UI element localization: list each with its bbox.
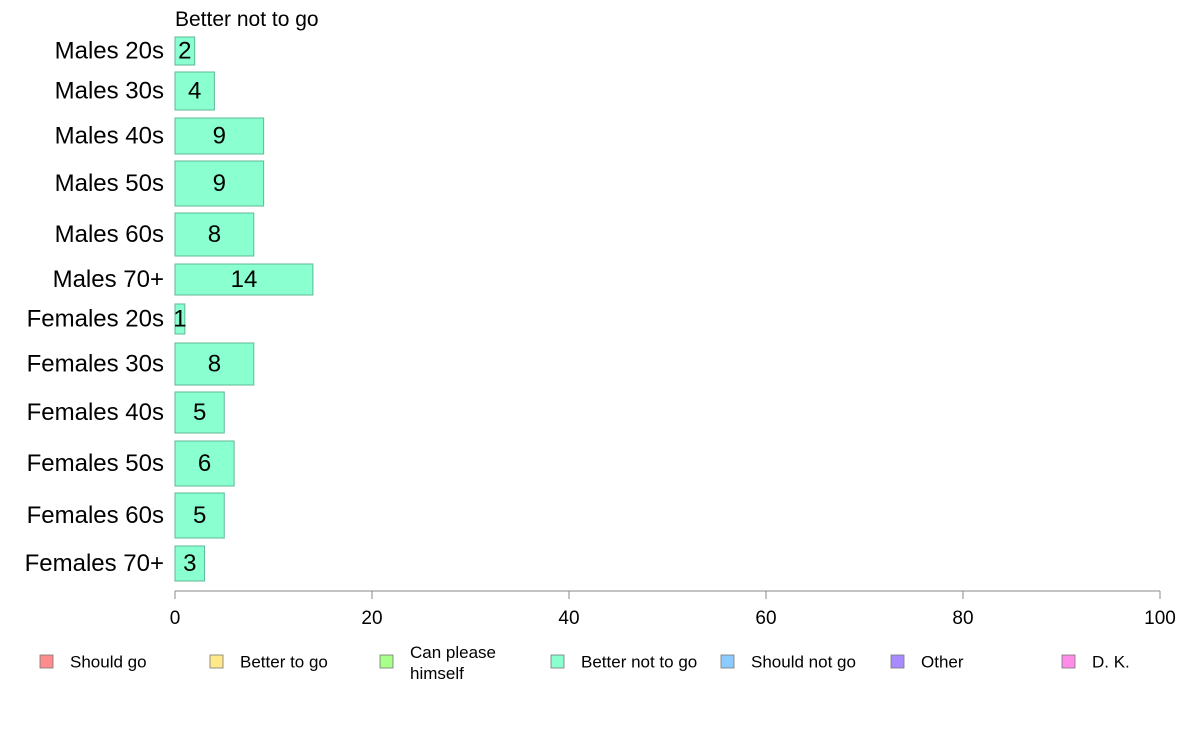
x-tick-label: 40 — [558, 608, 579, 629]
bar-value-label: 5 — [193, 502, 206, 529]
legend-label: Can please himself — [410, 643, 496, 683]
x-tick-label: 0 — [170, 608, 181, 629]
category-label: Males 30s — [55, 78, 164, 105]
bar — [174, 160, 265, 207]
bar-value-label: 8 — [208, 221, 221, 248]
bar-value-label: 4 — [188, 78, 201, 105]
legend-label: Should not go — [751, 653, 856, 672]
bar-value-label: 3 — [183, 550, 196, 577]
category-label: Females 70+ — [25, 550, 164, 577]
legend-swatch — [720, 654, 735, 669]
bar — [174, 342, 255, 386]
category-label: Males 50s — [55, 170, 164, 197]
x-axis: 0 20 40 60 80 100 — [170, 590, 1176, 629]
bar-value-label: 14 — [231, 266, 258, 293]
legend-label: Better to go — [240, 653, 328, 672]
legend-swatch — [39, 654, 54, 669]
category-label: Females 60s — [27, 502, 164, 529]
bar — [174, 545, 206, 582]
bar — [174, 117, 265, 155]
legend-swatch — [1061, 654, 1076, 669]
bar — [174, 36, 196, 66]
bar — [174, 440, 235, 487]
x-tick-label: 100 — [1144, 608, 1176, 629]
category-label: Females 30s — [27, 351, 164, 378]
legend-swatch — [379, 654, 394, 669]
bar-value-label: 9 — [213, 123, 226, 150]
bar-value-label: 6 — [198, 450, 211, 477]
category-label: Females 40s — [27, 399, 164, 426]
bar — [174, 391, 225, 434]
chart-title: Better not to go — [175, 8, 319, 31]
legend-swatch — [550, 654, 565, 669]
bar — [174, 71, 215, 111]
category-label: Males 60s — [55, 221, 164, 248]
bar-value-label: 2 — [178, 38, 191, 65]
category-label: Females 50s — [27, 450, 164, 477]
legend-swatch — [209, 654, 224, 669]
bar-value-label: 1 — [173, 306, 186, 333]
bar — [174, 303, 186, 335]
bar — [174, 263, 314, 296]
legend: Should go Better to go Can please himself Be… — [39, 643, 1130, 683]
category-label: Males 20s — [55, 38, 164, 65]
bar — [174, 212, 255, 257]
bar-value-label: 5 — [193, 399, 206, 426]
legend-label: Better not to go — [581, 653, 697, 672]
x-tick-label: 20 — [361, 608, 382, 629]
legend-label: Other — [921, 653, 964, 672]
bar-value-label: 9 — [213, 170, 226, 197]
category-label: Females 20s — [27, 306, 164, 333]
category-label: Males 70+ — [53, 266, 164, 293]
legend-label: D. K. — [1092, 653, 1130, 672]
bar — [174, 492, 225, 539]
bar-value-label: 8 — [208, 351, 221, 378]
x-tick-label: 60 — [755, 608, 776, 629]
x-tick-label: 80 — [952, 608, 973, 629]
legend-swatch — [890, 654, 905, 669]
bars-group: Males 20s 2 Males 30s 4 Males 40s 9 Males 50s 9… — [25, 36, 314, 582]
category-label: Males 40s — [55, 123, 164, 150]
legend-label: Should go — [70, 653, 147, 672]
